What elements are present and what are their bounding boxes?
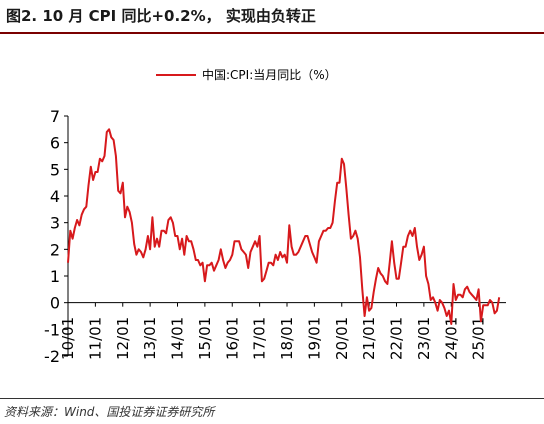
figure-title: 图2. 10 月 CPI 同比+0.2%， 实现由负转正 — [6, 7, 316, 25]
x-tick-label: 22/01 — [388, 317, 406, 360]
y-tick-label: 5 — [50, 160, 60, 179]
legend-label: 中国:CPI:当月同比（%） — [202, 67, 337, 82]
x-tick-label: 15/01 — [196, 317, 214, 360]
x-tick-label: 17/01 — [251, 317, 269, 360]
x-tick-label: 13/01 — [141, 317, 159, 360]
x-tick-label: 21/01 — [360, 317, 378, 360]
x-tick-label: 12/01 — [114, 317, 132, 360]
title-divider — [0, 32, 544, 34]
y-tick-label: 0 — [50, 294, 60, 313]
x-tick-label: 14/01 — [169, 317, 187, 360]
y-tick-label: 6 — [50, 134, 60, 153]
x-tick-label: 18/01 — [278, 317, 296, 360]
y-tick-label: -2 — [44, 347, 60, 366]
x-tick-label: 25/01 — [470, 317, 488, 360]
y-tick-label: 3 — [50, 214, 60, 233]
x-axis: 10/01 11/01 12/01 13/01 14/01 15/01 16/01 17/01… — [59, 302, 506, 360]
x-tick-label: 19/01 — [305, 317, 323, 360]
x-tick-label: 24/01 — [442, 317, 460, 360]
y-tick-label: -1 — [44, 320, 60, 339]
x-tick-label: 10/01 — [59, 317, 77, 360]
y-tick-label: 2 — [50, 240, 60, 259]
y-tick-label: 4 — [50, 187, 60, 206]
legend: 中国:CPI:当月同比（%） — [156, 67, 337, 82]
x-tick-label: 23/01 — [415, 317, 433, 360]
source-divider — [0, 398, 544, 399]
y-tick-label: 7 — [50, 107, 60, 126]
y-axis: -2 -1 0 1 2 3 4 5 6 7 — [44, 107, 69, 366]
x-tick-label: 11/01 — [86, 317, 104, 360]
series-line-cpi-yoy — [67, 128, 501, 325]
y-tick-label: 1 — [50, 267, 60, 286]
plot-area — [67, 128, 501, 325]
x-tick-label: 16/01 — [223, 317, 241, 360]
source-note: 资料来源：Wind、国投证券证券研究所 — [4, 405, 215, 419]
x-tick-label: 20/01 — [333, 317, 351, 360]
